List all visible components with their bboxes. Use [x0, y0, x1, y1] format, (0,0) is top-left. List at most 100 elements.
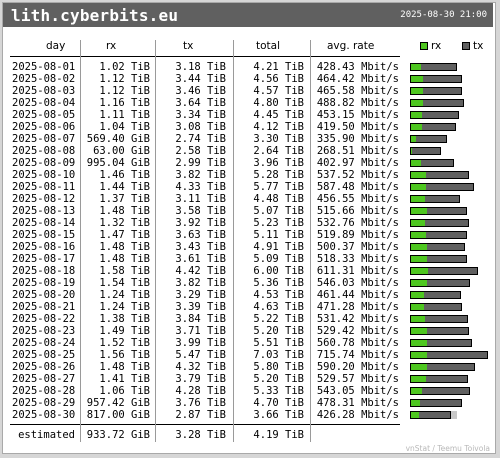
hostname-title: lith.cyberbits.eu	[11, 6, 179, 25]
rx-bar	[410, 219, 425, 227]
rx-bar	[410, 123, 422, 131]
day-cell: 2025-08-07	[12, 133, 76, 145]
avg-rate-cell: 519.89 Mbit/s	[316, 229, 399, 241]
day-cell: 2025-08-21	[12, 301, 76, 313]
rx-bar	[410, 291, 424, 299]
legend-tx-label: tx	[473, 40, 484, 52]
avg-rate-cell: 529.42 Mbit/s	[316, 325, 399, 337]
total-cell: 4.21 TiB	[253, 61, 304, 73]
day-cell: 2025-08-04	[12, 97, 76, 109]
avg-rate-cell: 461.44 Mbit/s	[316, 289, 399, 301]
rx-cell: 1.06 TiB	[99, 385, 150, 397]
rx-cell: 1.32 TiB	[99, 217, 150, 229]
rx-cell: 817.00 GiB	[86, 409, 150, 421]
tx-cell: 2.58 TiB	[175, 145, 226, 157]
tx-bar	[423, 75, 462, 83]
day-cell: 2025-08-01	[12, 61, 76, 73]
day-cell: 2025-08-22	[12, 313, 76, 325]
table-row: 2025-08-22 1.38 TiB 3.84 TiB 5.22 TiB 531.42…	[0, 313, 500, 325]
tx-cell: 3.76 TiB	[175, 397, 226, 409]
rx-cell: 1.11 TiB	[99, 109, 150, 121]
avg-rate-cell: 471.28 Mbit/s	[316, 301, 399, 313]
table-row: 2025-08-21 1.24 TiB 3.39 TiB 4.63 TiB 471.28…	[0, 301, 500, 313]
tx-cell: 5.47 TiB	[175, 349, 226, 361]
total-cell: 6.00 TiB	[253, 265, 304, 277]
rx-bar	[410, 267, 428, 275]
tx-cell: 3.79 TiB	[175, 373, 226, 385]
rx-bar	[410, 87, 423, 95]
tx-bar	[426, 375, 468, 383]
avg-rate-cell: 419.50 Mbit/s	[316, 121, 399, 133]
table-row: 2025-08-23 1.49 TiB 3.71 TiB 5.20 TiB 529.42…	[0, 325, 500, 337]
rx-cell: 1.54 TiB	[99, 277, 150, 289]
total-cell: 2.64 TiB	[253, 145, 304, 157]
total-cell: 4.12 TiB	[253, 121, 304, 133]
tx-cell: 3.58 TiB	[175, 205, 226, 217]
table-row: 2025-08-17 1.48 TiB 3.61 TiB 5.09 TiB 518.33…	[0, 253, 500, 265]
avg-rate-cell: 531.42 Mbit/s	[316, 313, 399, 325]
avg-rate-cell: 518.33 Mbit/s	[316, 253, 399, 265]
tx-bar	[427, 279, 470, 287]
rx-bar	[410, 351, 427, 359]
avg-rate-cell: 537.52 Mbit/s	[316, 169, 399, 181]
table-row: 2025-08-08 63.00 GiB 2.58 TiB 2.64 TiB 268.5…	[0, 145, 500, 157]
table-row: 2025-08-26 1.48 TiB 4.32 TiB 5.80 TiB 590.20…	[0, 361, 500, 373]
rx-bar	[410, 339, 427, 347]
rx-bar	[410, 363, 427, 371]
total-cell: 5.11 TiB	[253, 229, 304, 241]
avg-rate-cell: 488.82 Mbit/s	[316, 97, 399, 109]
total-cell: 4.57 TiB	[253, 85, 304, 97]
rx-cell: 1.41 TiB	[99, 373, 150, 385]
day-cell: 2025-08-20	[12, 289, 76, 301]
rx-bar	[410, 231, 426, 239]
avg-rate-cell: 587.48 Mbit/s	[316, 181, 399, 193]
tx-bar	[423, 99, 464, 107]
report-timestamp: 2025-08-30 21:00	[400, 10, 487, 20]
rx-bar	[410, 207, 427, 215]
table-row: 2025-08-18 1.58 TiB 4.42 TiB 6.00 TiB 611.31…	[0, 265, 500, 277]
tx-cell: 3.99 TiB	[175, 337, 226, 349]
rx-cell: 1.02 TiB	[99, 61, 150, 73]
table-row: 2025-08-04 1.16 TiB 3.64 TiB 4.80 TiB 488.82…	[0, 97, 500, 109]
day-cell: 2025-08-02	[12, 73, 76, 85]
table-row: 2025-08-03 1.12 TiB 3.46 TiB 4.57 TiB 465.58…	[0, 85, 500, 97]
tx-bar	[421, 63, 457, 71]
title-bar: lith.cyberbits.eu 2025-08-30 21:00	[3, 3, 493, 27]
footer-credit: vnStat / Teemu Toivola	[405, 444, 490, 453]
rx-cell: 1.49 TiB	[99, 325, 150, 337]
legend-rx-label: rx	[431, 40, 442, 52]
estimated-rx: 933.72 GiB	[86, 429, 150, 441]
rx-bar	[410, 183, 426, 191]
tx-cell: 3.84 TiB	[175, 313, 226, 325]
day-cell: 2025-08-14	[12, 217, 76, 229]
day-cell: 2025-08-08	[12, 145, 76, 157]
tx-bar	[423, 87, 462, 95]
column-header-total: total	[256, 40, 281, 52]
rx-cell: 1.58 TiB	[99, 265, 150, 277]
table-row: 2025-08-12 1.37 TiB 3.11 TiB 4.48 TiB 456.55…	[0, 193, 500, 205]
total-cell: 4.91 TiB	[253, 241, 304, 253]
rx-cell: 1.38 TiB	[99, 313, 150, 325]
tx-bar	[420, 399, 462, 407]
table-row: 2025-08-06 1.04 TiB 3.08 TiB 4.12 TiB 419.50…	[0, 121, 500, 133]
tx-cell: 3.61 TiB	[175, 253, 226, 265]
total-cell: 7.03 TiB	[253, 349, 304, 361]
rx-cell: 1.04 TiB	[99, 121, 150, 133]
day-cell: 2025-08-12	[12, 193, 76, 205]
tx-bar	[428, 267, 478, 275]
day-cell: 2025-08-30	[12, 409, 76, 421]
rx-cell: 957.42 GiB	[86, 397, 150, 409]
tx-bar	[427, 327, 469, 335]
avg-rate-cell: 464.42 Mbit/s	[316, 73, 399, 85]
table-row: 2025-08-30 817.00 GiB 2.87 TiB 3.66 TiB 426.…	[0, 409, 500, 421]
tx-bar	[425, 219, 469, 227]
total-cell: 5.33 TiB	[253, 385, 304, 397]
table-row: 2025-08-10 1.46 TiB 3.82 TiB 5.28 TiB 537.52…	[0, 169, 500, 181]
rx-bar	[410, 387, 422, 395]
tx-cell: 3.43 TiB	[175, 241, 226, 253]
tx-bar	[425, 315, 468, 323]
total-cell: 4.80 TiB	[253, 97, 304, 109]
rx-bar	[410, 195, 425, 203]
tx-cell: 4.33 TiB	[175, 181, 226, 193]
avg-rate-cell: 268.51 Mbit/s	[316, 145, 399, 157]
